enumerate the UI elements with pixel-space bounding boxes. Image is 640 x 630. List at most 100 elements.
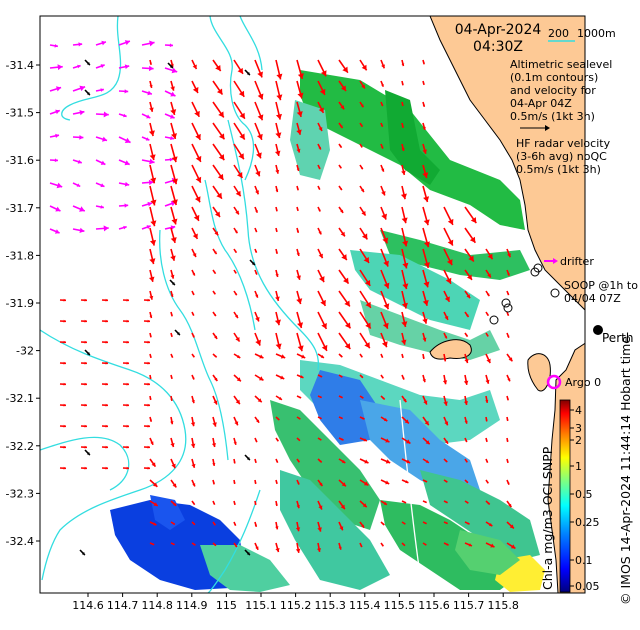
- velocity-arrow: [101, 466, 109, 470]
- velocity-arrow: [296, 332, 304, 352]
- velocity-arrow: [143, 382, 151, 386]
- velocity-arrow: [275, 542, 280, 553]
- velocity-arrow: [380, 437, 390, 443]
- velocity-arrow: [59, 298, 67, 302]
- velocity-arrow: [359, 164, 364, 170]
- velocity-arrow: [233, 332, 241, 343]
- svg-text:0.5m/s (1kt 3h): 0.5m/s (1kt 3h): [510, 110, 595, 123]
- svg-text:(3-6h avg) noQC: (3-6h avg) noQC: [516, 150, 607, 163]
- velocity-arrow: [141, 113, 151, 119]
- velocity-arrow: [233, 122, 246, 140]
- velocity-arrow: [249, 259, 256, 266]
- velocity-arrow: [422, 458, 430, 464]
- velocity-arrow: [317, 143, 322, 150]
- velocity-arrow: [254, 143, 262, 159]
- velocity-arrow: [506, 248, 511, 258]
- velocity-arrow: [443, 311, 449, 321]
- velocity-arrow: [464, 416, 468, 424]
- velocity-arrow: [233, 143, 245, 160]
- colorbar-tick-label: 2: [575, 434, 582, 447]
- velocity-arrow: [401, 269, 409, 290]
- velocity-arrow: [190, 416, 196, 427]
- colorbar-tick-label: 0.1: [575, 554, 593, 567]
- velocity-arrow: [233, 227, 239, 234]
- plot-frame: [39, 15, 586, 594]
- velocity-arrow: [443, 500, 448, 504]
- velocity-arrow: [296, 143, 301, 153]
- velocity-arrow: [422, 542, 427, 546]
- velocity-arrow: [275, 122, 282, 139]
- velocity-arrow: [506, 437, 509, 443]
- velocity-arrow: [143, 298, 151, 302]
- velocity-arrow: [122, 466, 130, 470]
- y-tick-label: -32: [16, 345, 34, 358]
- velocity-arrow: [95, 88, 104, 92]
- velocity-arrow: [380, 353, 384, 358]
- velocity-arrow: [191, 122, 201, 141]
- velocity-arrow: [149, 59, 152, 65]
- velocity-arrow: [149, 437, 154, 446]
- velocity-arrow: [149, 416, 153, 422]
- velocity-arrow: [118, 181, 130, 187]
- velocity-arrow: [212, 185, 223, 200]
- velocity-arrow: [422, 185, 430, 203]
- velocity-arrow: [49, 182, 63, 189]
- velocity-arrow: [149, 80, 153, 89]
- city-marker-perth: Perth: [593, 325, 633, 345]
- velocity-arrow: [359, 80, 366, 89]
- velocity-arrow: [317, 521, 322, 532]
- velocity-arrow: [72, 64, 81, 69]
- velocity-arrow: [72, 42, 83, 47]
- velocity-arrow: [254, 164, 261, 177]
- velocity-arrow: [422, 248, 430, 269]
- velocity-arrow: [122, 445, 130, 449]
- velocity-arrow: [170, 164, 178, 185]
- velocity-arrow: [80, 319, 88, 323]
- velocity-arrow: [254, 290, 259, 298]
- velocity-arrow: [464, 521, 470, 525]
- velocity-arrow: [80, 466, 88, 470]
- velocity-arrow: [359, 542, 363, 548]
- island: [527, 353, 551, 392]
- velocity-arrow: [443, 542, 449, 546]
- velocity-arrow: [80, 361, 88, 365]
- velocity-arrow: [143, 319, 151, 323]
- svg-text:Perth: Perth: [602, 331, 633, 345]
- velocity-arrow: [338, 311, 352, 329]
- velocity-arrow: [80, 382, 88, 386]
- velocity-arrow: [191, 374, 195, 380]
- velocity-arrow: [118, 113, 127, 118]
- velocity-arrow: [275, 521, 279, 530]
- velocity-arrow: [275, 437, 279, 442]
- velocity-arrow: [317, 59, 327, 77]
- velocity-arrow: [401, 416, 410, 424]
- velocity-arrow: [380, 479, 390, 485]
- velocity-arrow: [118, 40, 131, 46]
- velocity-arrow: [401, 59, 405, 67]
- y-tick-label: -32.4: [6, 535, 34, 548]
- velocity-arrow: [233, 353, 241, 359]
- velocity-arrow: [506, 311, 510, 317]
- land-mass: [429, 16, 585, 593]
- velocity-arrow: [212, 59, 222, 72]
- velocity-arrow: [59, 382, 67, 386]
- velocity-arrow: [170, 332, 173, 338]
- velocity-arrow: [170, 80, 175, 91]
- velocity-arrow: [506, 542, 516, 550]
- velocity-arrow: [275, 101, 282, 120]
- velocity-arrow: [338, 521, 344, 531]
- velocity-arrow: [233, 290, 238, 296]
- velocity-arrow: [317, 353, 325, 359]
- velocity-arrow: [485, 542, 495, 548]
- hf-radar-legend: HF radar velocity (3-6h avg) noQC 0.5m/s…: [516, 137, 611, 176]
- velocity-arrow: [164, 157, 174, 162]
- velocity-arrow: [359, 479, 369, 487]
- velocity-arrow: [275, 248, 278, 255]
- velocity-arrow: [72, 227, 85, 234]
- velocity-arrow: [95, 159, 106, 166]
- velocity-arrow: [170, 122, 177, 140]
- velocity-arrow: [422, 374, 426, 383]
- velocity-arrow: [122, 298, 130, 302]
- velocity-arrow: [506, 353, 513, 362]
